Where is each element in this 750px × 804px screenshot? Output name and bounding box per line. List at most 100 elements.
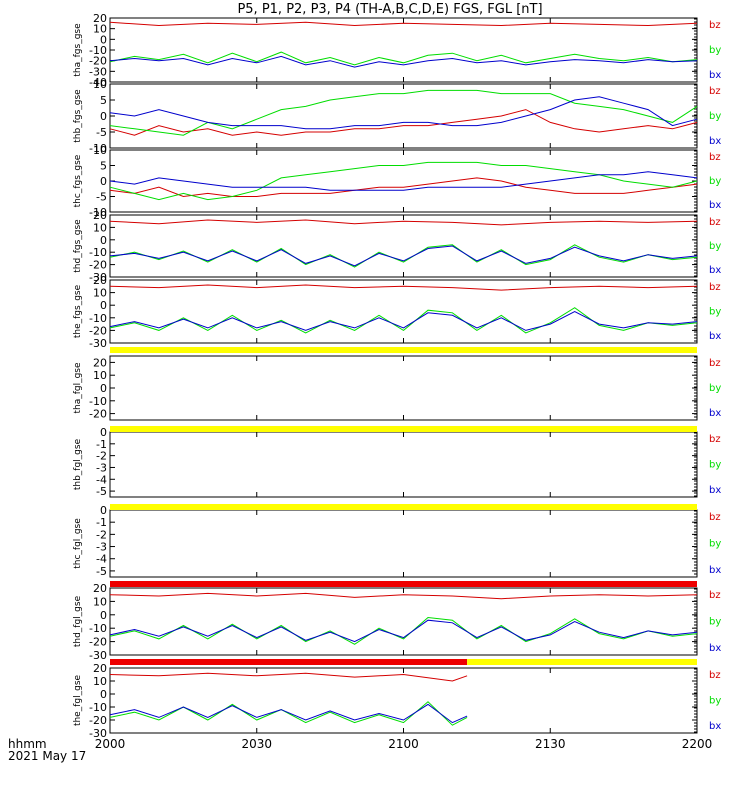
y-tick-label: 5 [100,94,107,107]
right-edge-ticks [694,510,697,575]
legend-bx: bx [709,408,721,419]
series-bx [109,703,468,724]
legend-by: by [709,111,721,122]
y-tick-label: 0 [100,688,107,701]
y-tick-label: 20 [93,12,107,25]
y-tick-label: -10 [89,44,107,57]
panel-frame [109,17,698,83]
series-bz [109,284,698,291]
right-edge-ticks [694,356,697,418]
y-tick-label: 10 [93,23,107,36]
y-tick-label: 0 [100,299,107,312]
y-tick-label: -20 [89,636,107,649]
y-tick-label: 0 [100,382,107,395]
x-tick-label: 2100 [388,737,419,751]
y-tick-label: -4 [96,553,107,566]
y-axis-label: tha_fgs_gse [73,23,83,77]
series-by [109,89,698,136]
y-tick-label: -5 [96,126,107,139]
y-axis-label: thd_fgs_gse [73,219,83,273]
y-tick-label: -10 [89,622,107,635]
y-axis-label: thc_fgl_gse [73,518,83,569]
y-tick-label: -20 [89,324,107,337]
date-label: 2021 May 17 [8,749,86,763]
y-tick-label: 0 [100,234,107,247]
right-edge-ticks [694,280,697,342]
x-axis-name: hhmm [8,737,47,751]
y-tick-label: -10 [89,701,107,714]
y-tick-label: -3 [96,541,107,554]
y-tick-label: 10 [93,221,107,234]
y-tick-label: -30 [89,337,107,350]
legend-by: by [709,383,721,394]
legend-bz: bz [709,86,721,97]
y-axis-label: the_fgs_gse [73,284,83,338]
panel-2: 10 5 0 -5 -10 thb_fgs_gse bz by bx [73,78,721,155]
y-tick-label: 20 [93,582,107,595]
panel-7: 0-1-2-3-4-5 thb_fgl_gse bz by bx [73,426,721,498]
y-tick-label: -10 [89,142,107,155]
series-bz [109,672,468,682]
y-tick-label: 20 [93,274,107,287]
chart-title: P5, P1, P2, P3, P4 (TH-A,B,C,D,E) FGS, F… [237,2,542,17]
legend-by: by [709,539,721,550]
y-tick-label: -5 [96,485,107,498]
x-tick-label: 2200 [682,737,713,751]
right-edge-ticks [694,84,697,146]
panel-frame [109,667,698,734]
series-bx [109,96,698,130]
panel-frame [109,509,698,578]
legend-bx: bx [709,565,721,576]
legend-bx: bx [709,265,721,276]
right-edge-ticks [694,432,697,497]
legend-by: by [709,176,721,187]
y-tick-label: -3 [96,461,107,474]
series-bx [109,245,698,267]
y-axis-label: thb_fgs_gse [73,89,83,143]
series-bz [109,592,698,600]
y-tick-label: -30 [89,271,107,284]
y-tick-label: 20 [93,209,107,222]
y-tick-label: 10 [93,144,107,157]
legend-by: by [709,460,721,471]
y-tick-label: -30 [89,649,107,662]
y-tick-label: -10 [89,312,107,325]
series-by [109,307,698,334]
legend-by: by [709,696,721,707]
legend-bz: bz [709,512,721,523]
y-tick-label: 10 [93,675,107,688]
series-bx [109,310,698,331]
y-tick-label: -10 [89,395,107,408]
y-tick-label: 0 [100,426,107,439]
x-axis: 2000 2030 2100 2130 2200 [95,737,713,751]
y-tick-label: -2 [96,450,107,463]
legend-bx: bx [709,643,721,654]
panel-3: 10 5 0 -5 -10 thc_fgs_gse bz by bx [73,144,721,219]
y-axis-label: the_fgl_gse [73,674,83,726]
legend-bz: bz [709,152,721,163]
series-bx [109,55,698,68]
legend-bx: bx [709,70,721,81]
right-edge-ticks [694,215,697,277]
series-by [109,51,698,66]
y-tick-label: 10 [93,78,107,91]
y-axis-label: thd_fgl_gse [73,595,83,647]
y-tick-label: 10 [93,287,107,300]
legend-by: by [709,307,721,318]
flag-bar [110,581,697,587]
series-bx [109,619,698,643]
flag-bar [110,426,697,432]
legend-bz: bz [709,20,721,31]
x-tick-label: 2130 [535,737,566,751]
panel-frame [109,587,698,656]
flag-bar [467,659,697,665]
x-tick-label: 2000 [95,737,126,751]
y-tick-label: 0 [100,33,107,46]
y-axis-label: thb_fgl_gse [73,438,83,490]
